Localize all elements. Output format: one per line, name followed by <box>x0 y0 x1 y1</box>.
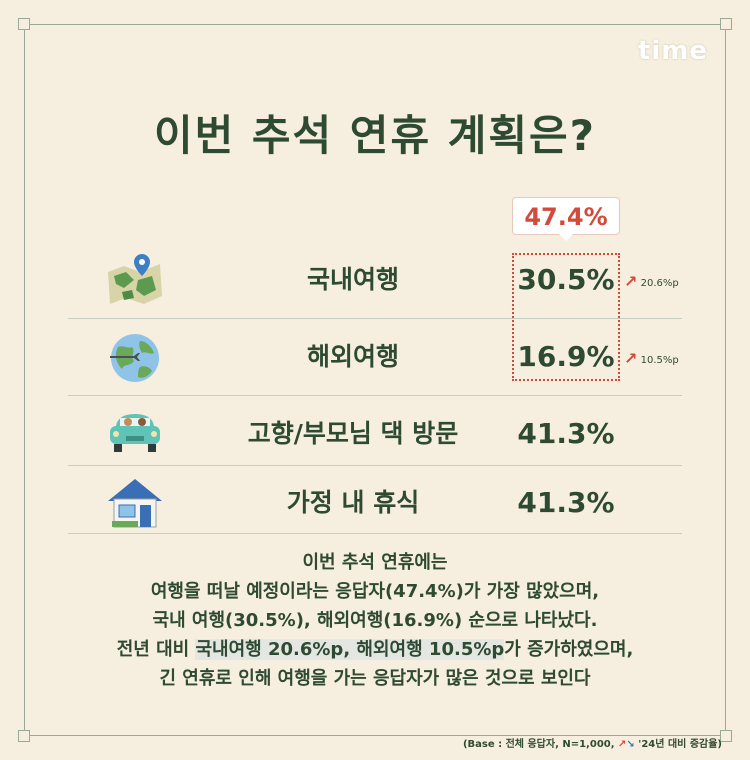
chart-row: 해외여행 16.9% ↗ 10.5%p <box>68 319 682 395</box>
combined-travel-callout: 47.4% <box>512 197 620 241</box>
summary-line: 긴 연휴로 인해 여행을 가는 응답자가 많은 것으로 보인다 <box>159 668 591 689</box>
chart-row: 가정 내 휴식 41.3% <box>68 465 682 541</box>
row-change: ↗ 10.5%p <box>624 349 679 368</box>
row-label: 국내여행 <box>306 265 399 294</box>
globe-airplane-icon <box>110 334 159 382</box>
row-value: 16.9% <box>517 340 615 373</box>
footnote-base: (Base : 전체 응답자, N=1,000, <box>462 739 619 750</box>
chart-row: 국내여행 30.5% ↗ 20.6%p <box>68 242 682 318</box>
summary-fragment: 가 증가하였으며, <box>504 639 634 660</box>
summary-line: 전년 대비 국내여행 20.6%p, 해외여행 10.5%p가 증가하였으며, <box>0 635 750 664</box>
brand-logo: time <box>637 36 708 66</box>
summary-line: 국내 여행(30.5%), 해외여행(16.9%) 순으로 나타났다. <box>152 610 598 631</box>
summary-highlight: 국내여행 20.6%p, 해외여행 10.5%p <box>195 639 505 660</box>
car-icon <box>110 414 160 452</box>
row-divider <box>68 395 682 396</box>
decorative-frame <box>24 24 726 736</box>
travel-highlight-box <box>512 253 620 381</box>
row-value: 41.3% <box>517 486 615 519</box>
summary-line: 여행을 떠날 예정이라는 응답자(47.4%)가 가장 많았으며, <box>150 581 600 602</box>
row-label: 고향/부모님 댁 방문 <box>247 419 459 448</box>
map-icon <box>108 254 162 304</box>
page-title: 이번 추석 연휴 계획은? <box>154 111 596 160</box>
row-change: ↗ 20.6%p <box>624 272 679 291</box>
increase-arrow-icon: ↗ <box>624 272 638 291</box>
row-divider <box>68 533 682 534</box>
summary-text: 이번 추석 연휴에는 여행을 떠날 예정이라는 응답자(47.4%)가 가장 많… <box>0 548 750 693</box>
house-icon <box>108 479 162 528</box>
frame-corner <box>720 18 732 30</box>
footnote: (Base : 전체 응답자, N=1,000, ↗↘ '24년 대비 증감율) <box>463 735 722 750</box>
change-label: 20.6%p <box>640 278 679 289</box>
increase-arrow-icon: ↗ <box>624 349 638 368</box>
chart-row: 고향/부모님 댁 방문 41.3% <box>68 396 682 472</box>
summary-fragment: 전년 대비 <box>116 639 196 660</box>
row-value: 41.3% <box>517 417 615 450</box>
row-divider <box>68 318 682 319</box>
frame-corner <box>18 18 30 30</box>
row-label: 해외여행 <box>306 342 399 371</box>
row-label: 가정 내 휴식 <box>286 488 420 517</box>
row-divider <box>68 465 682 466</box>
row-value: 30.5% <box>517 263 615 296</box>
frame-corner <box>18 730 30 742</box>
frame-corner <box>720 730 732 742</box>
summary-line: 이번 추석 연휴에는 <box>302 552 448 573</box>
up-down-arrows-icon: ↗↘ <box>618 739 635 750</box>
change-label: 10.5%p <box>640 355 679 366</box>
footnote-compare: '24년 대비 증감율) <box>638 739 722 750</box>
